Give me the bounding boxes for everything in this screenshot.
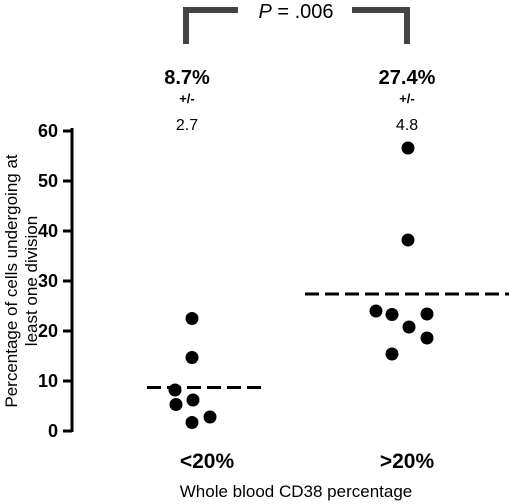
sd-label: 4.8 <box>396 117 418 134</box>
data-point <box>203 410 217 424</box>
y-tick-label: 10 <box>38 371 58 391</box>
x-category-label: >20% <box>380 450 435 473</box>
plus-minus-label: +/- <box>179 91 195 106</box>
data-point <box>402 320 416 334</box>
y-tick-label: 40 <box>38 221 58 241</box>
sd-label: 2.7 <box>176 117 198 134</box>
y-axis-label-line-1: Percentage of cells undergoing at <box>2 154 21 408</box>
plus-minus-label: +/- <box>399 91 415 106</box>
mean-label: 27.4% <box>379 67 436 89</box>
p-value-label: P = .006 <box>258 1 333 23</box>
y-tick-label: 20 <box>38 321 58 341</box>
x-category-label: <20% <box>180 450 235 473</box>
data-point <box>420 331 434 345</box>
y-axis: 0 10 20 30 40 50 60 <box>38 121 74 441</box>
significance-bracket: P = .006 <box>183 0 410 44</box>
data-point <box>369 304 383 318</box>
data-point <box>169 398 183 411</box>
data-point <box>420 307 434 321</box>
x-categories: <20% >20% <box>180 450 435 473</box>
data-point <box>401 233 415 247</box>
data-point <box>185 351 199 364</box>
chart-marks <box>147 141 509 429</box>
y-tick-label: 60 <box>38 121 58 141</box>
data-point <box>185 416 199 429</box>
data-point <box>385 347 399 361</box>
group-annotations: 8.7% +/- 2.7 27.4% +/- 4.8 <box>164 67 435 134</box>
x-axis-label: Whole blood CD38 percentage <box>180 482 412 501</box>
y-tick-label: 0 <box>48 421 58 441</box>
bracket-label-bg <box>238 0 352 22</box>
y-ticks: 0 10 20 30 40 50 60 <box>38 121 72 441</box>
mean-label: 8.7% <box>164 67 210 89</box>
data-point <box>385 308 399 321</box>
y-tick-label: 50 <box>38 171 58 191</box>
data-point <box>185 312 199 325</box>
data-point <box>168 383 182 397</box>
data-point <box>186 393 200 407</box>
y-axis-label-line-2: least one division <box>22 216 41 346</box>
data-point <box>401 141 415 155</box>
y-tick-label: 30 <box>38 271 58 291</box>
